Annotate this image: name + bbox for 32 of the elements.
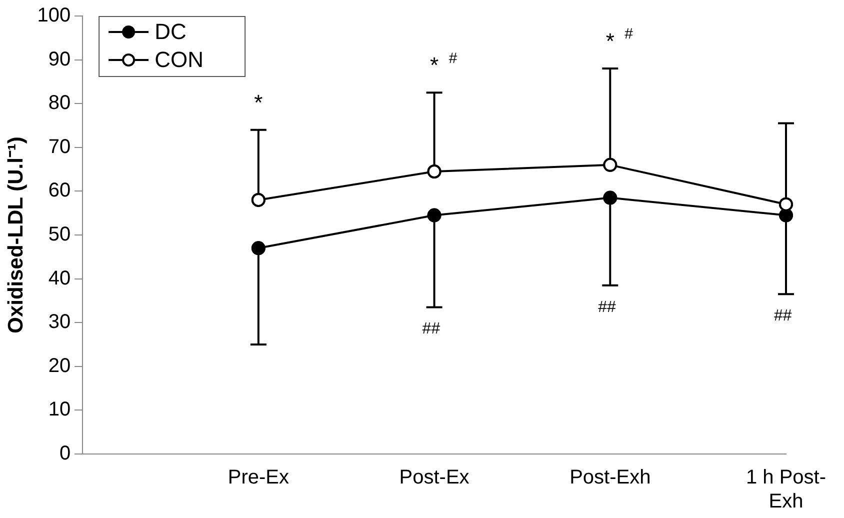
y-tick-label: 30 bbox=[48, 311, 71, 334]
x-tick-label: Post-Ex bbox=[399, 466, 470, 489]
point bbox=[251, 192, 266, 207]
y-tick-label: 50 bbox=[48, 224, 71, 246]
point bbox=[603, 158, 618, 172]
point bbox=[427, 164, 442, 178]
y-tick-label: 40 bbox=[48, 267, 71, 290]
point bbox=[603, 190, 618, 205]
y-axis-title: Oxidised-LDL (U.l⁻¹) bbox=[4, 136, 28, 334]
point bbox=[779, 197, 793, 212]
point bbox=[779, 208, 793, 222]
y-tick-label: 10 bbox=[48, 398, 71, 421]
y-tick-label: 20 bbox=[48, 354, 71, 377]
legend-label: DC bbox=[154, 19, 186, 44]
annotation: ## bbox=[422, 320, 441, 338]
annotation: ## bbox=[774, 308, 793, 325]
annotation: * # bbox=[430, 50, 458, 78]
x-tick-label: 1 h Post-Exh bbox=[746, 466, 826, 513]
y-tick-label: 80 bbox=[48, 92, 71, 114]
y-tick-label: 100 bbox=[37, 4, 71, 27]
annotation: * # bbox=[606, 26, 634, 54]
x-tick-label: Post-Exh bbox=[570, 466, 651, 489]
legend-label: CON bbox=[154, 47, 204, 72]
x-tick-label: Pre-Ex bbox=[228, 466, 289, 489]
y-tick-label: 70 bbox=[48, 136, 71, 158]
annotation: * bbox=[254, 90, 264, 115]
annotation: ## bbox=[598, 298, 617, 316]
y-tick-label: 60 bbox=[48, 180, 71, 202]
y-tick-label: 0 bbox=[59, 442, 71, 465]
point bbox=[427, 208, 442, 222]
y-tick-label: 90 bbox=[48, 48, 71, 70]
point bbox=[251, 241, 266, 256]
